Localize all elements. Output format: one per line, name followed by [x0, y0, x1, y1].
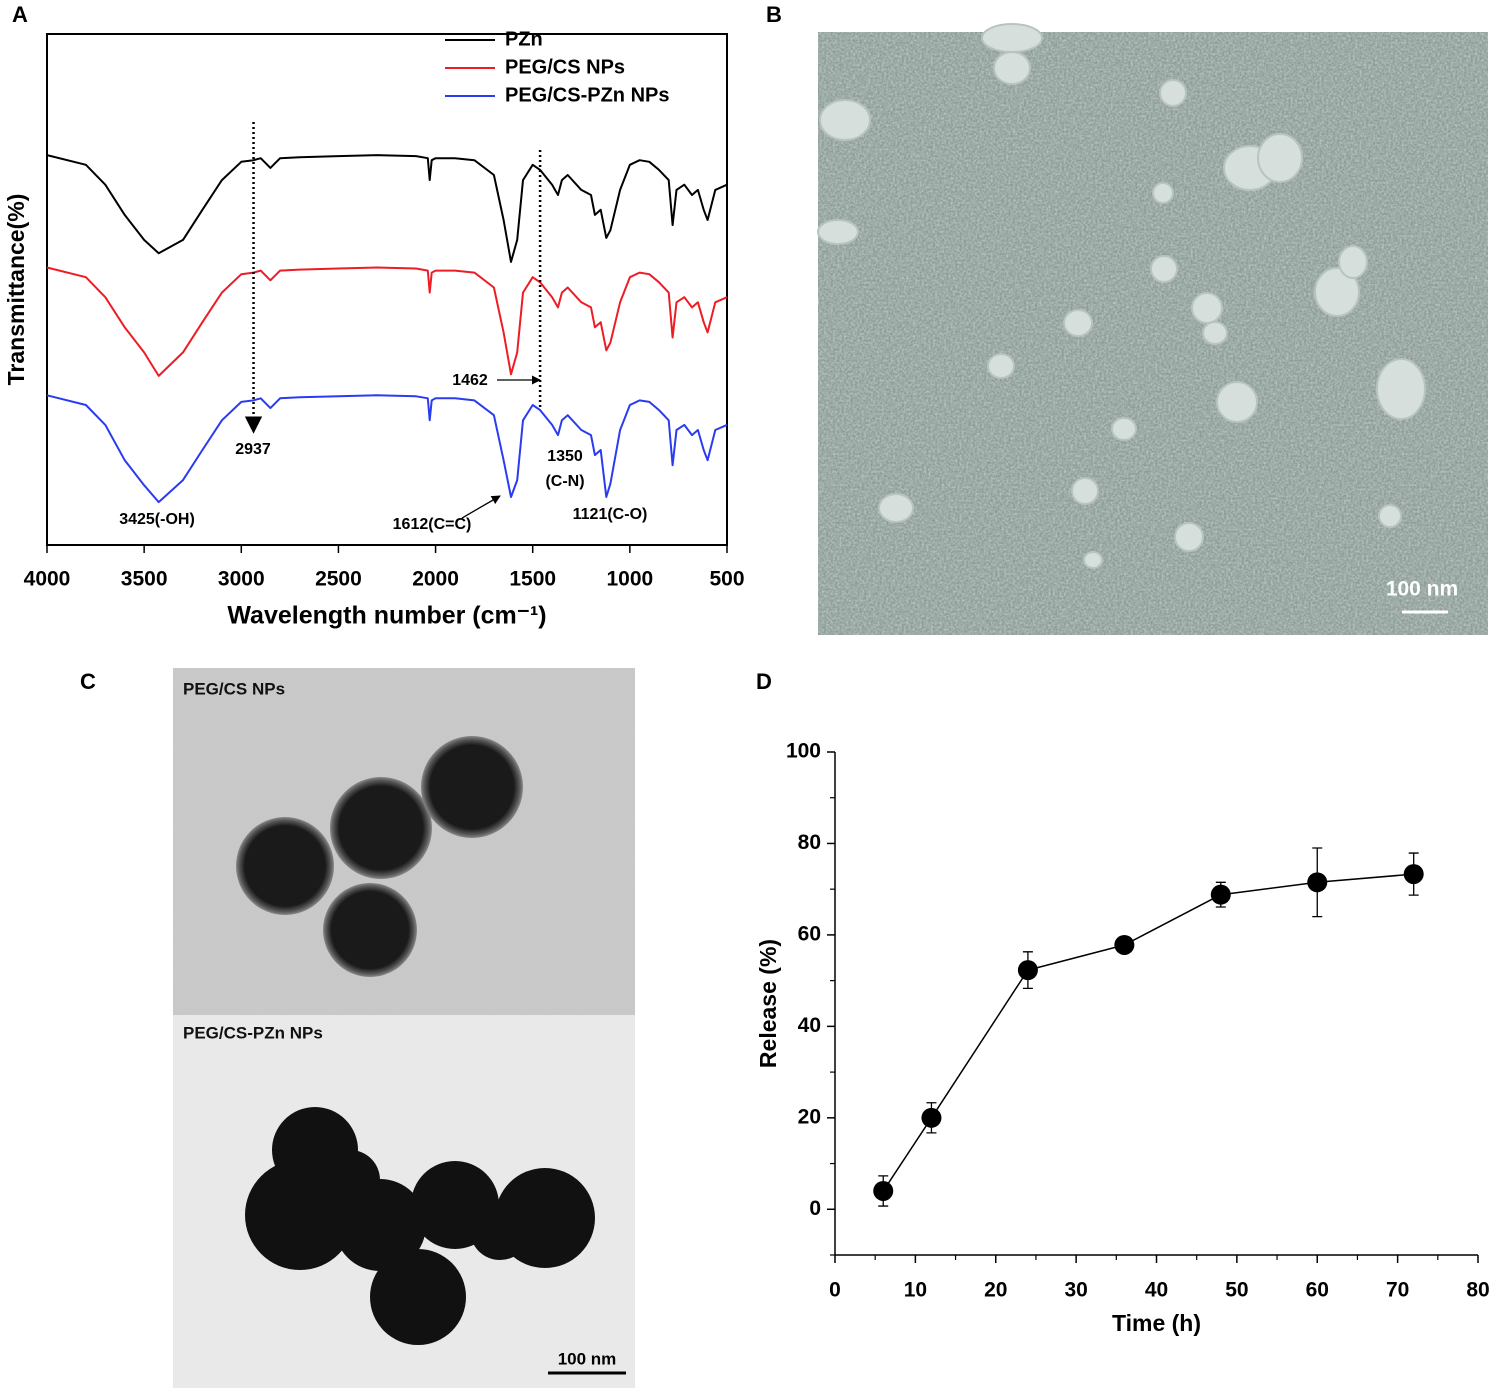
x-tick-label: 500 — [709, 568, 744, 591]
y-axis-label: Transmittance(%) — [3, 194, 29, 386]
x-tick-label: 3500 — [121, 568, 168, 591]
sem-image: 100 nm — [817, 23, 1488, 635]
panel-label: C — [80, 669, 96, 694]
image-label: PEG/CS-PZn NPs — [183, 1023, 323, 1042]
data-point — [1210, 884, 1231, 905]
y-tick-label: 80 — [798, 831, 821, 854]
legend-label: PEG/CS-PZn NPs — [505, 84, 669, 106]
data-point — [1307, 872, 1328, 893]
legend-label: PEG/CS NPs — [505, 56, 625, 78]
annotation-arrow — [461, 495, 501, 519]
x-tick-label: 2500 — [315, 568, 362, 591]
y-tick-label: 40 — [798, 1014, 821, 1037]
y-tick-label: 60 — [798, 922, 821, 945]
annotation: 1350 — [547, 448, 583, 465]
x-tick-label: 1000 — [606, 568, 653, 591]
data-point — [873, 1180, 894, 1201]
x-tick-label: 40 — [1145, 1279, 1168, 1302]
annotation: (C-N) — [545, 473, 584, 490]
data-point — [1017, 960, 1038, 981]
panel-label: B — [766, 2, 782, 27]
x-tick-label: 60 — [1306, 1279, 1329, 1302]
x-tick-label: 20 — [984, 1279, 1007, 1302]
panel-label: A — [12, 2, 28, 27]
annotation: 2937 — [235, 441, 271, 458]
x-tick-label: 3000 — [218, 568, 265, 591]
x-tick-label: 80 — [1466, 1279, 1489, 1302]
panel-label: D — [756, 669, 772, 694]
annotation: 3425(-OH) — [119, 511, 195, 528]
data-line — [882, 873, 1414, 1192]
x-tick-label: 30 — [1064, 1279, 1087, 1302]
x-axis-label: Time (h) — [1112, 1310, 1201, 1336]
y-tick-label: 100 — [786, 740, 821, 763]
x-tick-label: 10 — [904, 1279, 927, 1302]
release-chart: 0 10 20 30 40 50 60 70 80 0 20 40 60 80 100 Time (h) Rel… — [755, 740, 1490, 1337]
x-axis-label: Wavelength number (cm⁻¹) — [227, 602, 546, 630]
data-line — [46, 154, 728, 263]
data-point — [1114, 934, 1135, 955]
annotation: 1462 — [452, 372, 488, 389]
data-line — [46, 266, 728, 377]
y-tick-label: 20 — [798, 1105, 821, 1128]
tem-image: PEG/CS NPs PEG/CS-PZn NPs 100 nm — [173, 668, 635, 1388]
annotation: 1121(C-O) — [573, 506, 648, 523]
annotation: 1612(C=C) — [393, 516, 472, 533]
y-tick-label: 0 — [809, 1197, 821, 1220]
plot-frame — [46, 33, 728, 546]
image-label: PEG/CS NPs — [183, 679, 285, 698]
x-tick-label: 4000 — [24, 568, 71, 591]
data-line — [46, 394, 728, 504]
data-point — [921, 1107, 942, 1128]
x-tick-label: 0 — [829, 1279, 841, 1302]
ftir-chart: 4000 3500 3000 2500 2000 1500 1000 500 Wavelengt… — [3, 28, 744, 629]
data-point — [1403, 864, 1424, 885]
x-tick-label: 70 — [1386, 1279, 1409, 1302]
x-tick-label: 50 — [1225, 1279, 1248, 1302]
legend-label: PZn — [505, 28, 543, 50]
scale-bar-label: 100 nm — [1386, 578, 1458, 601]
y-axis-label: Release (%) — [755, 939, 781, 1068]
scale-bar-label: 100 nm — [558, 1349, 617, 1368]
x-tick-label: 2000 — [412, 568, 459, 591]
x-tick-label: 1500 — [509, 568, 556, 591]
